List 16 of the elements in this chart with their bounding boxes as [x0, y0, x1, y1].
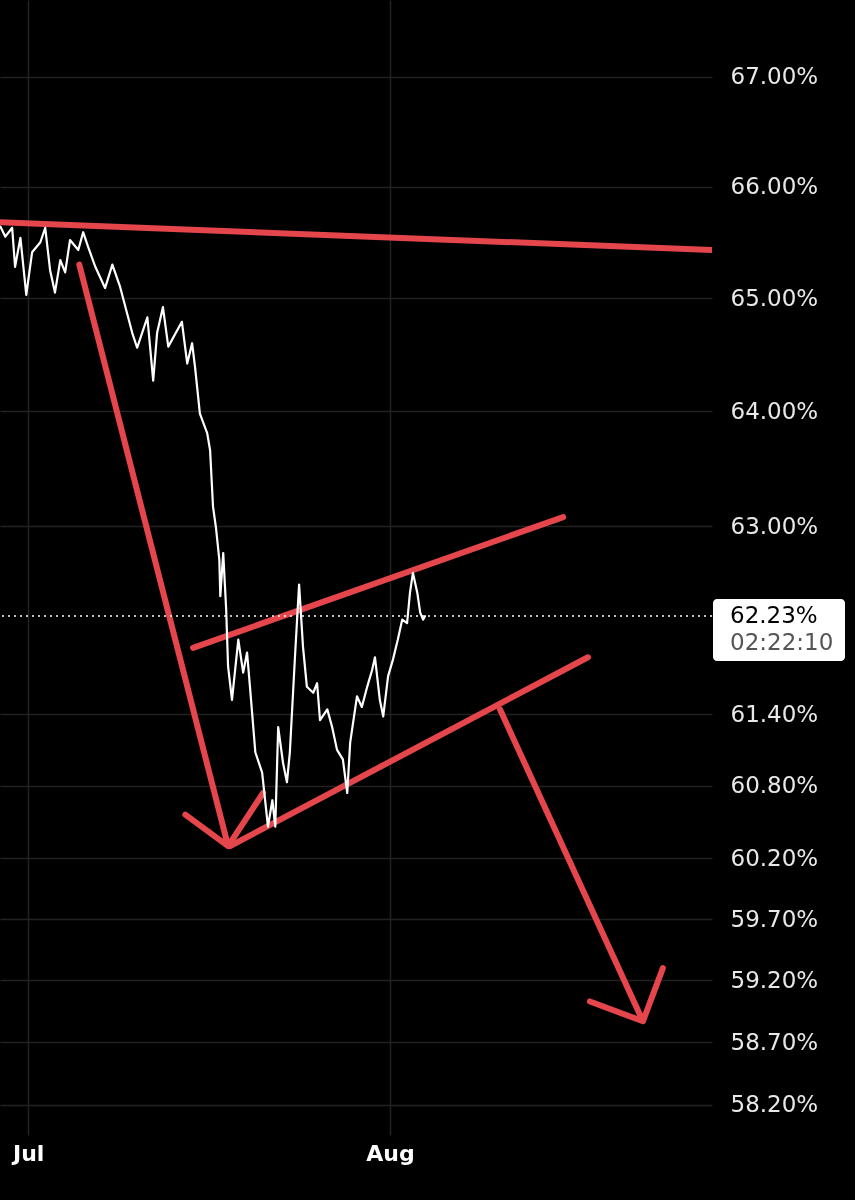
y-tick-label: 64.00% [730, 397, 819, 424]
y-tick-label: 59.20% [730, 966, 819, 993]
y-tick-label: 65.00% [730, 284, 819, 311]
y-tick-label: 59.70% [730, 905, 819, 932]
y-tick-label: 60.80% [730, 772, 819, 799]
y-tick-label: 58.20% [730, 1091, 819, 1118]
y-tick-label: 60.20% [730, 844, 819, 871]
x-tick-label: Jul [11, 1140, 45, 1166]
y-tick-label: 66.00% [730, 173, 819, 200]
x-tick-label: Aug [366, 1140, 415, 1166]
text: 02:22:10 [730, 629, 834, 656]
y-tick-label: 58.70% [730, 1028, 819, 1055]
y-tick-label: 63.00% [730, 512, 819, 539]
y-tick-label: 61.40% [730, 700, 819, 727]
y-tick-label: 67.00% [730, 63, 819, 90]
ref-line-label: 62.23% [730, 602, 818, 629]
